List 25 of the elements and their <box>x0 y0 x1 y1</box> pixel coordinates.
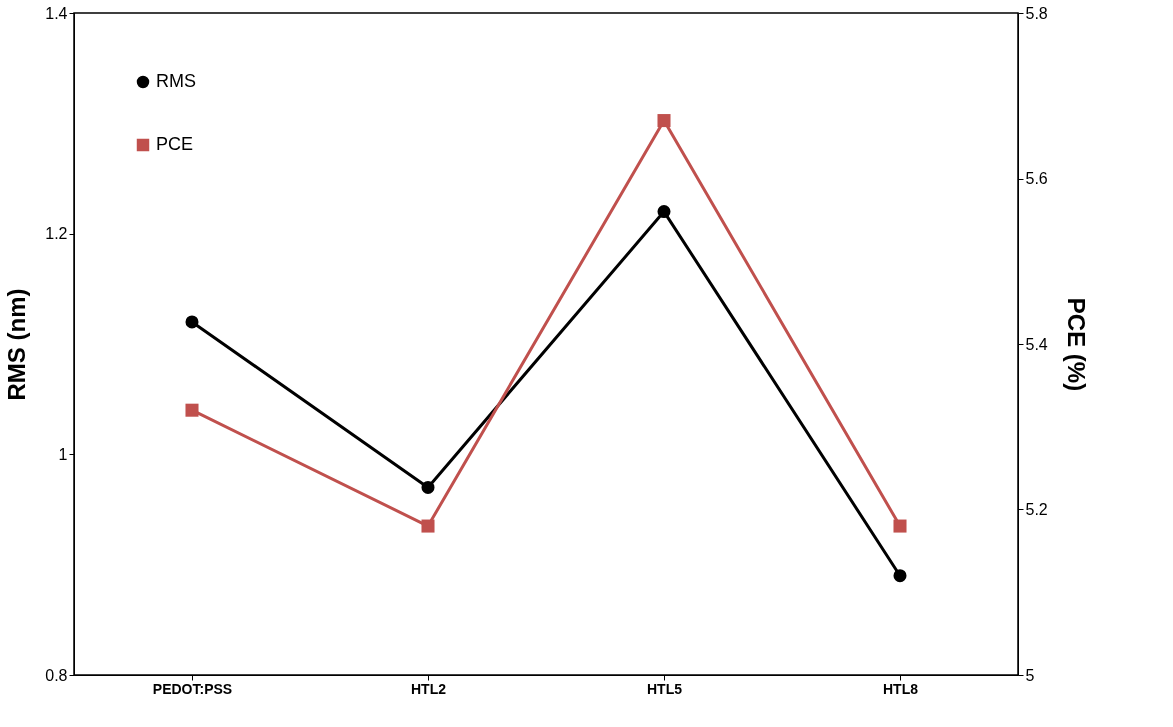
x-tick-label: HTL5 <box>647 680 683 697</box>
y-tick-label: 1.2 <box>45 225 68 243</box>
y-axis-title: RMS (nm) <box>3 288 31 401</box>
y2-tick-label: 5 <box>1025 666 1035 684</box>
point <box>185 315 199 329</box>
point <box>657 205 671 219</box>
point <box>893 569 907 583</box>
y2-tick-label: 5.4 <box>1025 335 1048 353</box>
y2-axis-title: PCE (%) <box>1062 297 1090 392</box>
y2-tick-label: 5.6 <box>1025 170 1048 187</box>
point <box>657 114 671 128</box>
y2-tick-label: 5.8 <box>1025 4 1048 22</box>
y2-tick-label: 5.2 <box>1025 501 1048 518</box>
x-tick-label: HTL8 <box>883 680 919 697</box>
x-tick-label: HTL2 <box>411 680 447 697</box>
point <box>421 480 435 494</box>
point <box>893 519 907 533</box>
legend-label: RMS <box>156 71 196 91</box>
y-tick-label: 1 <box>58 445 68 463</box>
point <box>421 519 435 533</box>
legend-label: PCE <box>156 134 194 154</box>
x-tick-label: PEDOT:PSS <box>152 680 233 697</box>
y-tick-label: 1.4 <box>45 4 68 22</box>
y-tick-label: 0.8 <box>45 666 68 684</box>
point <box>185 403 199 417</box>
